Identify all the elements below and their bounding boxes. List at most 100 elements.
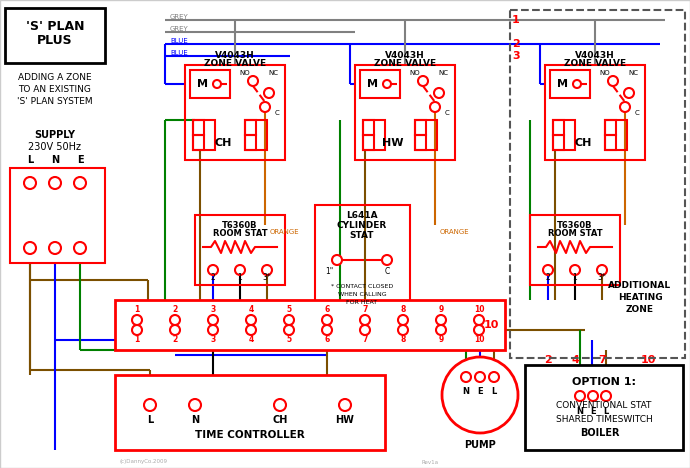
Text: 2: 2 [172, 336, 177, 344]
Text: NC: NC [628, 70, 638, 76]
Text: E: E [77, 155, 83, 165]
Text: 2: 2 [512, 39, 520, 49]
Text: PLUS: PLUS [37, 34, 73, 46]
Text: 10: 10 [483, 320, 499, 330]
Text: 1: 1 [237, 273, 242, 283]
Circle shape [588, 391, 598, 401]
Text: C: C [635, 110, 640, 116]
Text: 6: 6 [324, 306, 330, 314]
Circle shape [573, 80, 581, 88]
Text: OPTION 1:: OPTION 1: [572, 377, 636, 387]
Circle shape [74, 177, 86, 189]
Circle shape [461, 372, 471, 382]
Text: (c)DannyCo.2009: (c)DannyCo.2009 [120, 460, 168, 465]
Text: 2: 2 [546, 273, 551, 283]
Text: PUMP: PUMP [464, 440, 496, 450]
Circle shape [608, 76, 618, 86]
Text: ZONE VALVE: ZONE VALVE [564, 58, 626, 67]
Text: 3: 3 [210, 336, 215, 344]
Text: STAT: STAT [350, 231, 374, 240]
Bar [315, 205, 410, 315]
Text: CONVENTIONAL STAT: CONVENTIONAL STAT [556, 401, 651, 410]
Text: 8: 8 [400, 336, 406, 344]
Text: ORANGE: ORANGE [440, 229, 470, 235]
Text: ROOM STAT: ROOM STAT [213, 228, 267, 237]
Text: ROOM STAT: ROOM STAT [548, 228, 602, 237]
Text: T6360B: T6360B [222, 220, 258, 229]
Text: 8: 8 [400, 306, 406, 314]
Circle shape [144, 399, 156, 411]
Bar [245, 120, 256, 135]
Circle shape [170, 315, 180, 325]
Text: 1: 1 [512, 15, 520, 25]
Text: SUPPLY: SUPPLY [34, 130, 75, 140]
Text: 3: 3 [512, 51, 520, 61]
Text: NC: NC [268, 70, 278, 76]
Text: 7: 7 [598, 355, 606, 365]
Text: BOILER: BOILER [580, 428, 620, 438]
Text: NO: NO [239, 70, 250, 76]
Circle shape [248, 76, 258, 86]
Text: 'S' PLAN: 'S' PLAN [26, 20, 84, 32]
Circle shape [322, 325, 332, 335]
Text: 1: 1 [573, 273, 578, 283]
Bar [415, 120, 426, 135]
Circle shape [74, 242, 86, 254]
Text: V4043H: V4043H [575, 51, 615, 59]
Text: GREY: GREY [170, 14, 189, 20]
Circle shape [284, 325, 294, 335]
Circle shape [474, 315, 484, 325]
Text: ORANGE: ORANGE [270, 229, 299, 235]
Circle shape [474, 325, 484, 335]
Circle shape [382, 255, 392, 265]
Text: NO: NO [600, 70, 611, 76]
Text: 7: 7 [362, 306, 368, 314]
Text: E: E [477, 387, 483, 395]
Text: 2: 2 [544, 355, 552, 365]
Text: 10: 10 [474, 306, 484, 314]
Text: 10: 10 [640, 355, 656, 365]
Circle shape [284, 315, 294, 325]
Text: C: C [275, 110, 279, 116]
Circle shape [601, 391, 611, 401]
Bar [363, 135, 374, 150]
Bar [553, 135, 564, 150]
Text: SHARED TIMESWITCH: SHARED TIMESWITCH [555, 416, 652, 424]
Circle shape [430, 102, 440, 112]
Bar [605, 120, 616, 135]
Circle shape [213, 80, 221, 88]
Circle shape [49, 242, 61, 254]
Text: V4043H: V4043H [385, 51, 425, 59]
Bar [553, 120, 564, 135]
Text: HW: HW [382, 138, 404, 148]
Text: ZONE VALVE: ZONE VALVE [204, 58, 266, 67]
Text: 3: 3 [210, 306, 215, 314]
Text: 5: 5 [286, 306, 292, 314]
Circle shape [274, 399, 286, 411]
Circle shape [246, 315, 256, 325]
Text: CH: CH [574, 138, 592, 148]
Circle shape [49, 177, 61, 189]
Text: BLUE: BLUE [170, 38, 188, 44]
Circle shape [208, 315, 218, 325]
Text: NC: NC [438, 70, 448, 76]
Circle shape [543, 265, 553, 275]
Text: L: L [27, 155, 33, 165]
Bar [193, 120, 204, 135]
Circle shape [189, 399, 201, 411]
Text: E: E [590, 407, 595, 416]
Circle shape [360, 315, 370, 325]
Bar [605, 135, 616, 150]
Text: L: L [491, 387, 497, 395]
Bar [363, 120, 385, 150]
Bar [195, 215, 285, 285]
Circle shape [624, 88, 634, 98]
Bar [510, 10, 685, 358]
Text: WHEN CALLING: WHEN CALLING [337, 292, 386, 298]
Text: N: N [191, 415, 199, 425]
Circle shape [398, 315, 408, 325]
Text: ZONE VALVE: ZONE VALVE [374, 58, 436, 67]
Text: 2: 2 [172, 306, 177, 314]
Bar [245, 120, 267, 150]
Text: N: N [51, 155, 59, 165]
